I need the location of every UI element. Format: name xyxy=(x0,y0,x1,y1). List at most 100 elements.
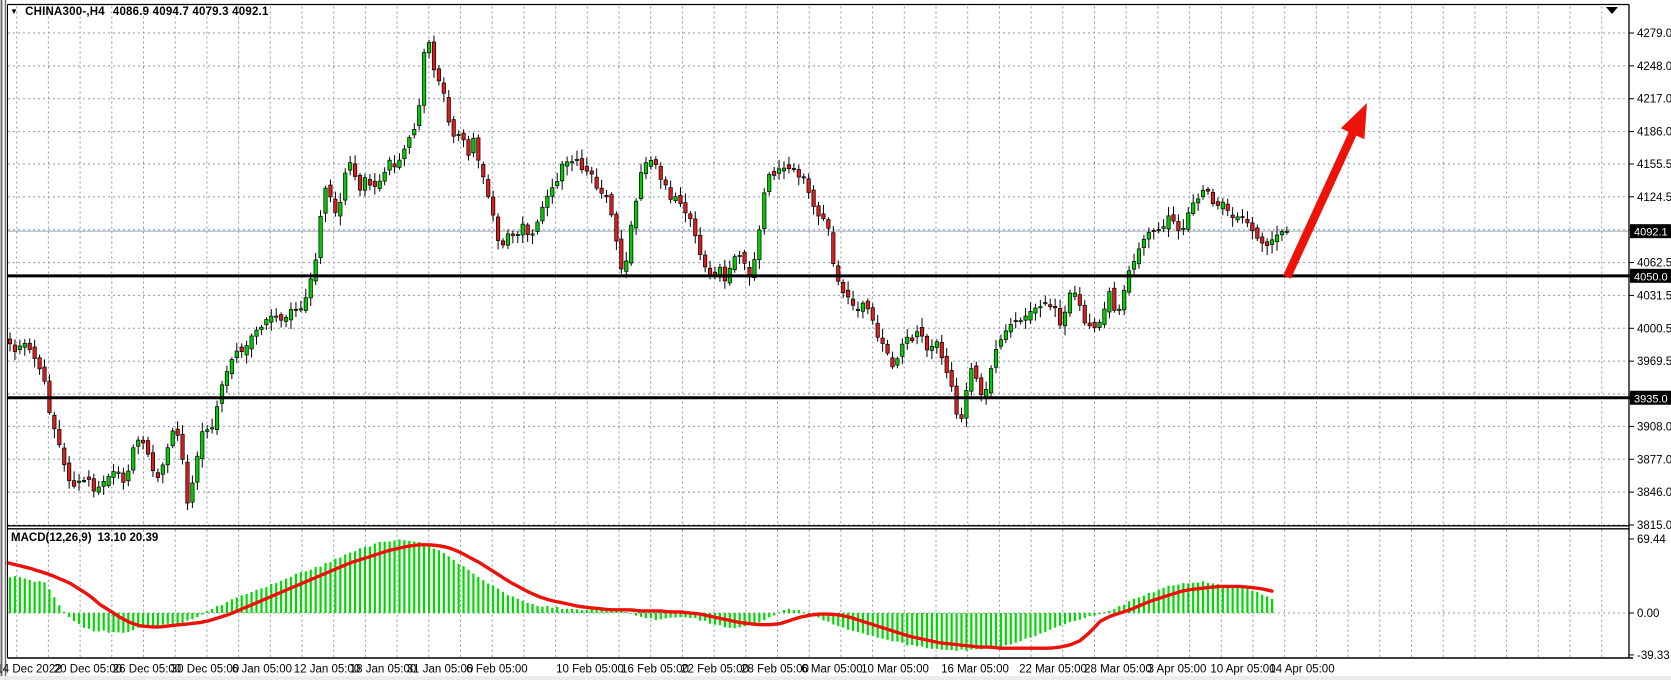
candle-up xyxy=(288,309,294,321)
date-axis-label[interactable]: 18 Jan 05:00 xyxy=(350,664,417,676)
macd-histogram-bar xyxy=(886,613,889,640)
candle-up xyxy=(412,129,417,136)
macd-histogram-bar xyxy=(452,559,455,613)
date-axis-label[interactable]: 3 Apr 05:00 xyxy=(1148,664,1207,676)
date-axis-label[interactable]: 6 Feb 05:00 xyxy=(466,664,527,676)
date-axis-label[interactable]: 22 Feb 05:00 xyxy=(681,664,749,676)
candle-down xyxy=(584,165,589,172)
macd-histogram-bar xyxy=(48,589,51,613)
candle-up xyxy=(648,160,653,167)
candle-up xyxy=(1008,324,1013,333)
macd-histogram-bar xyxy=(156,613,159,627)
macd-histogram-bar xyxy=(1132,598,1136,613)
macd-axis-label: 69.44 xyxy=(1637,534,1666,546)
macd-histogram-bar xyxy=(482,580,485,613)
macd-histogram-bar xyxy=(225,602,229,613)
macd-histogram-bar xyxy=(1034,613,1037,637)
trend-arrow-head[interactable] xyxy=(1340,103,1367,140)
candle-down xyxy=(1225,203,1230,211)
macd-histogram-bar xyxy=(684,613,687,618)
macd-histogram-bar xyxy=(363,546,367,613)
macd-histogram-bar xyxy=(304,571,307,613)
macd-histogram-bar xyxy=(965,613,968,651)
candle-down xyxy=(372,180,377,187)
date-axis-label[interactable]: 20 Dec 05:00 xyxy=(54,664,122,676)
candle-up xyxy=(219,384,225,404)
date-axis-label[interactable]: 26 Dec 05:00 xyxy=(113,664,181,676)
macd-histogram-bar xyxy=(561,609,564,613)
window-bottom-edge xyxy=(0,676,1671,680)
macd-histogram-bar xyxy=(240,595,243,613)
macd-histogram-bar xyxy=(280,580,283,613)
date-axis-label[interactable]: 6 Jan 05:00 xyxy=(232,664,292,676)
candle-up xyxy=(634,200,639,229)
macd-histogram-bar xyxy=(142,613,145,629)
candle-up xyxy=(929,345,934,351)
date-axis-label[interactable]: 16 Feb 05:00 xyxy=(621,664,689,676)
candle-up xyxy=(762,192,767,229)
macd-histogram-bar xyxy=(492,585,495,613)
macd-histogram-bar xyxy=(107,613,110,633)
date-axis-label[interactable]: 10 Apr 05:00 xyxy=(1210,664,1275,676)
date-axis-label[interactable]: 10 Feb 05:00 xyxy=(556,664,624,676)
candle-up xyxy=(781,167,787,172)
macd-histogram-bar xyxy=(383,541,386,613)
candle-down xyxy=(826,219,831,229)
candle-up xyxy=(1201,189,1206,198)
trend-arrow-shaft[interactable] xyxy=(1283,128,1359,279)
candle-up xyxy=(638,172,644,199)
macd-histogram-bar xyxy=(980,613,983,650)
date-axis-label[interactable]: 28 Mar 05:00 xyxy=(1084,664,1152,676)
date-axis-label[interactable]: 31 Jan 05:00 xyxy=(407,664,474,676)
candle-down xyxy=(496,216,501,241)
candle-down xyxy=(67,462,72,482)
macd-histogram-bar xyxy=(1039,613,1042,634)
date-axis-label[interactable]: 16 Mar 05:00 xyxy=(941,664,1009,676)
candle-up xyxy=(1136,248,1142,265)
candle-up xyxy=(767,174,772,192)
macd-histogram-bar xyxy=(1197,582,1200,613)
date-axis-label[interactable]: 22 Mar 05:00 xyxy=(1019,664,1087,676)
date-axis-label[interactable]: 10 Mar 05:00 xyxy=(861,664,929,676)
macd-histogram-bar xyxy=(181,613,184,623)
ohlc-values: 4086.9 4094.7 4079.3 4092.1 xyxy=(112,6,269,18)
macd-values: 13.10 20.39 xyxy=(97,532,159,544)
macd-histogram-bar xyxy=(773,613,776,616)
macd-histogram-bar xyxy=(1266,596,1269,613)
symbol-dropdown-icon[interactable]: ▼ xyxy=(10,7,19,16)
candle-up xyxy=(96,486,101,493)
macd-histogram-bar xyxy=(1157,589,1160,613)
candle-down xyxy=(357,174,363,191)
chart-shift-marker-icon[interactable] xyxy=(1606,7,1618,14)
macd-histogram-bar xyxy=(235,597,238,613)
candle-down xyxy=(663,179,668,186)
macd-histogram-bar xyxy=(354,551,357,613)
candle-down xyxy=(175,428,180,436)
price-axis-label: 3815.0 xyxy=(1637,520,1671,532)
date-axis-label[interactable]: 30 Dec 05:00 xyxy=(171,664,239,676)
date-axis-label[interactable]: 14 Dec 2022 xyxy=(0,664,62,676)
candle-up xyxy=(1018,320,1023,323)
date-axis-label[interactable]: 14 Apr 05:00 xyxy=(1269,664,1334,676)
macd-histogram-bar xyxy=(1049,613,1052,630)
candle-down xyxy=(668,187,673,200)
candle-up xyxy=(338,202,343,217)
candle-down xyxy=(52,414,57,430)
date-axis-label[interactable]: 28 Feb 05:00 xyxy=(741,664,809,676)
date-axis-label[interactable]: 12 Jan 05:00 xyxy=(294,664,361,676)
candle-down xyxy=(688,213,693,220)
candle-down xyxy=(91,478,96,492)
candle-up xyxy=(343,172,348,201)
candle-down xyxy=(476,137,481,161)
macd-histogram-bar xyxy=(437,550,441,613)
candle-up xyxy=(348,162,353,171)
macd-histogram-bar xyxy=(635,613,638,616)
price-axis-label: 3877.0 xyxy=(1637,454,1671,466)
macd-histogram-bar xyxy=(275,583,278,613)
macd-histogram-bar xyxy=(38,581,41,613)
macd-histogram-bar xyxy=(344,554,347,613)
candle-up xyxy=(1003,330,1008,340)
candle-down xyxy=(594,176,599,189)
price-line-tag-label: 3935.0 xyxy=(1634,393,1668,405)
date-axis-label[interactable]: 6 Mar 05:00 xyxy=(801,664,862,676)
